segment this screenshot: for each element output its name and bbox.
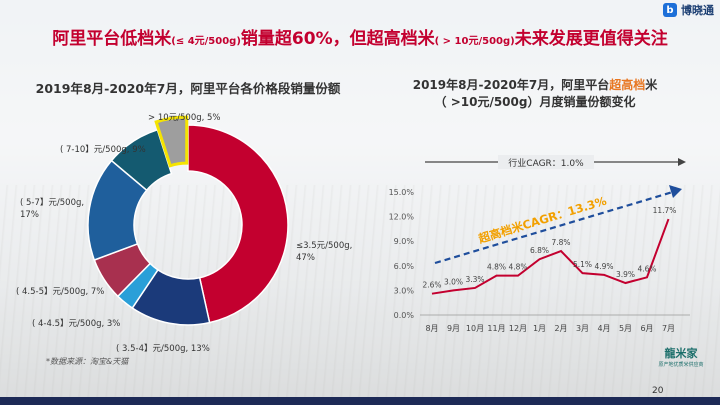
donut-slice-label: > 10元/500g, 5% [148,113,221,123]
x-tick-label: 3月 [576,324,589,333]
donut-slice-value-label: 47% [296,253,315,263]
headline-part-2: 销量超60%，但超高档米 [240,29,435,49]
donut-slice-label: ( 4-4.5】元/500g, 3% [32,319,120,329]
industry-cagr-label-bg [498,155,594,169]
data-label: 2.6% [422,281,441,290]
donut-slice-label: ( 4.5-5】元/500g, 7% [16,287,104,297]
line-title-b: 米 [645,78,658,92]
slide-headline: 阿里平台低档米(≤ 4元/500g)销量超60%，但超高档米( > 10元/50… [0,24,720,49]
logo-badge-icon: b [663,3,677,17]
y-tick-label: 6.0% [394,262,415,271]
y-tick-label: 3.0% [394,286,415,295]
industry-cagr-arrowhead [678,158,686,166]
x-tick-label: 5月 [619,324,632,333]
data-label: 3.9% [616,270,635,279]
headline-note-2: ( > 10元/500g) [434,36,515,47]
x-tick-label: 7月 [662,324,675,333]
data-label: 3.3% [465,275,484,284]
x-tick-label: 2月 [554,324,567,333]
line-title-highlight: 超高档 [609,78,646,92]
x-tick-label: 8月 [425,324,438,333]
page-number: 20 [652,386,664,396]
brand-logo: 龍米家 原产地优质米供应商 [650,345,712,368]
trend-arrowhead [669,185,682,198]
data-label: 4.9% [594,262,613,271]
x-tick-label: 4月 [597,324,610,333]
x-tick-label: 6月 [640,324,653,333]
donut-slice-label: ( 7-10】元/500g, 9% [60,145,146,155]
donut-slice-label: ≤3.5元/500g, 47% [296,241,352,263]
series-line [431,218,670,295]
company-logo: b 博晓通 [663,2,714,18]
donut-slice-value-label: 17% [20,210,39,220]
data-label: 7.8% [551,238,570,247]
logo-text: 博晓通 [681,4,714,17]
y-tick-label: 12.0% [389,213,415,222]
brand-tagline: 原产地优质米供应商 [658,362,704,368]
data-label: 11.7% [653,206,677,215]
x-tick-label: 9月 [447,324,460,333]
data-label: 4.8% [487,263,506,272]
y-tick-label: 0.0% [394,311,415,320]
brand-name: 龍米家 [664,347,698,360]
data-label: 3.0% [444,277,463,286]
data-label: 6.8% [530,246,549,255]
line-chart: 0.0% 3.0% 6.0% 9.0% 12.0% 15.0% 8月 9月 10月 11月 12月 1… [389,155,690,333]
donut-chart: ≤3.5元/500g, 47% ( 3.5-4】元/500g, 13% ( 4-4.5… [16,113,352,354]
y-tick-label: 15.0% [389,188,415,197]
donut-slice [187,124,289,324]
footer-bar [0,397,720,405]
data-label: 4.6% [637,264,656,273]
headline-note-1: (≤ 4元/500g) [171,36,241,47]
super-cagr-label: 超高档米CAGR：13.3% [476,193,609,246]
data-source-note: *数据来源：淘宝&天猫 [46,357,129,366]
y-tick-label: 9.0% [394,237,415,246]
donut-slice [154,115,189,168]
donut-slice-label: ( 5-7】元/500g, 17% [20,198,84,220]
line-chart-title: 2019年8月-2020年7月，阿里平台超高档米 （ >10元/500g）月度销… [385,77,685,111]
x-tick-label: 12月 [509,324,527,333]
data-label: 5.1% [573,260,592,269]
industry-cagr-label: 行业CAGR：1.0% [508,157,584,169]
headline-part-3: 未来发展更值得关注 [514,29,668,49]
headline-part-1: 阿里平台低档米 [52,29,172,49]
data-label: 4.8% [508,263,527,272]
donut-chart-title: 2019年8月-2020年7月，阿里平台各价格段销量份额 [35,81,341,96]
trend-arrow-line [434,189,677,265]
x-tick-label: 1月 [533,324,546,333]
x-tick-label: 11月 [487,324,505,333]
donut-slice-label: ( 3.5-4】元/500g, 13% [116,344,210,354]
line-title-line-2: （ >10元/500g）月度销量份额变化 [434,95,636,109]
line-title-a: 2019年8月-2020年7月，阿里平台 [412,78,610,92]
x-tick-label: 10月 [466,324,484,333]
